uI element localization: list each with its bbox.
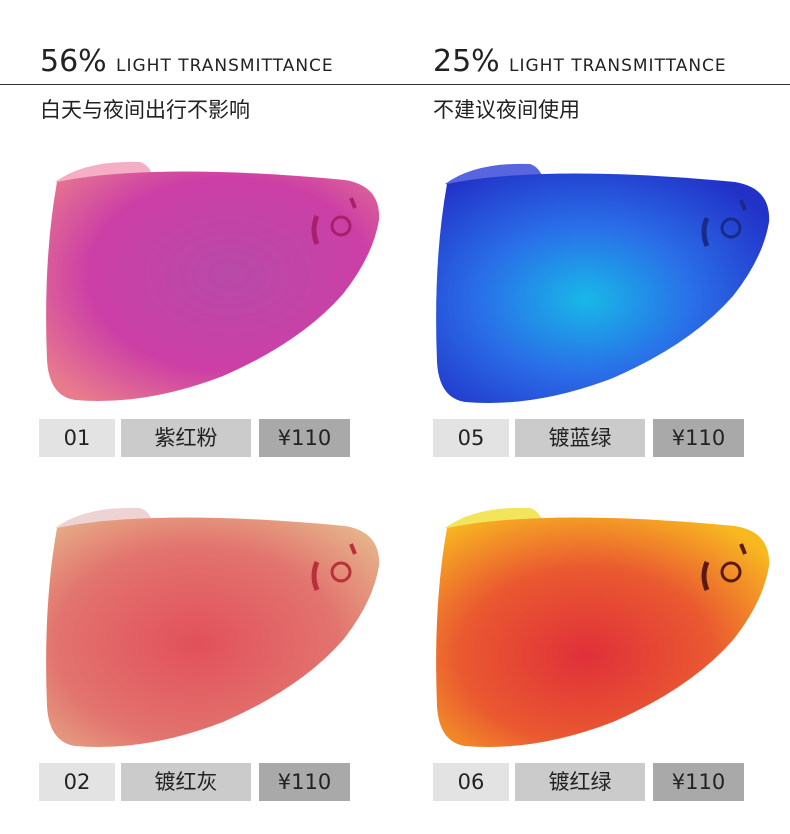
price: ¥110: [653, 763, 744, 801]
code: 06: [433, 763, 509, 801]
name: 镀蓝绿: [515, 419, 645, 457]
price: ¥110: [259, 419, 350, 457]
visor: [46, 507, 380, 747]
name: 紫红粉: [121, 419, 251, 457]
price: ¥110: [653, 419, 744, 457]
percent: 56%: [40, 44, 107, 79]
price: ¥110: [259, 763, 350, 801]
divider: [0, 84, 790, 85]
code: 05: [433, 419, 509, 457]
code: 01: [39, 419, 115, 457]
note: 不建议夜间使用: [433, 98, 580, 122]
name: 镀红灰: [121, 763, 251, 801]
percent: 25%: [433, 44, 500, 79]
visor: [436, 507, 770, 747]
visor: [436, 163, 770, 403]
code: 02: [39, 763, 115, 801]
name: 镀红绿: [515, 763, 645, 801]
visor: [46, 161, 380, 401]
note: 白天与夜间出行不影响: [40, 98, 250, 122]
label: LIGHT TRANSMITTANCE: [509, 56, 727, 76]
label: LIGHT TRANSMITTANCE: [116, 56, 334, 76]
